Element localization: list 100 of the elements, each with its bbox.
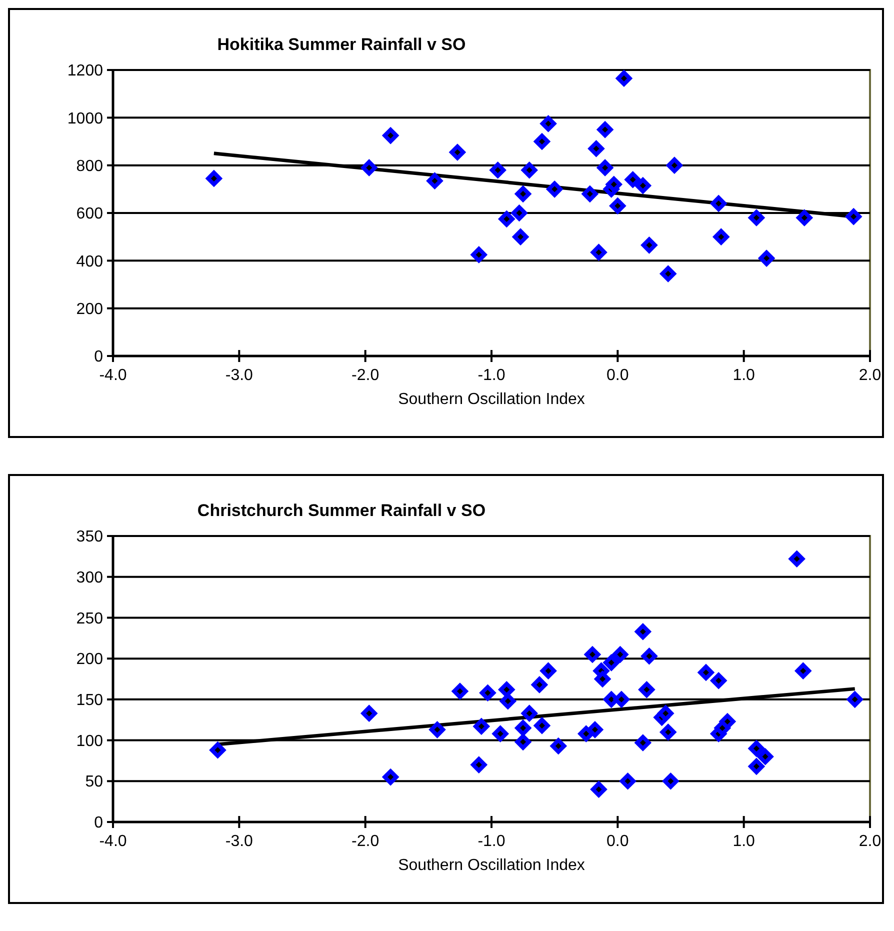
point: [584, 646, 602, 664]
point: [640, 236, 658, 254]
point: [748, 209, 766, 226]
x-tick-label: -1.0: [478, 833, 506, 850]
point: [710, 194, 728, 212]
y-tick-label: 1000: [67, 110, 104, 128]
point: [634, 622, 652, 640]
point: [602, 654, 620, 672]
point: [451, 682, 469, 700]
y-tick-label: 0: [94, 814, 104, 832]
point: [426, 172, 444, 190]
x-tick-label: -1.0: [478, 367, 506, 384]
point: [470, 246, 488, 264]
point: [756, 748, 774, 766]
point: [596, 159, 614, 176]
y-tick-label: 600: [76, 206, 104, 223]
point: [533, 716, 551, 734]
y-tick-label: 800: [76, 158, 104, 175]
point: [470, 756, 488, 774]
point: [514, 733, 532, 751]
point: [492, 725, 509, 742]
point: [788, 550, 806, 568]
y-tick-label: 50: [85, 774, 104, 791]
point: [540, 114, 557, 132]
point: [612, 646, 629, 664]
point: [846, 690, 864, 708]
x-axis-title: Southern Oscillation Index: [398, 391, 585, 408]
point: [530, 676, 548, 694]
x-tick-label: -3.0: [225, 833, 254, 850]
point: [666, 156, 684, 174]
point: [615, 70, 633, 87]
point: [550, 737, 568, 755]
point: [710, 672, 728, 690]
y-tick-label: 100: [76, 732, 104, 750]
point: [659, 723, 677, 741]
chart-title: Hokitika Summer Rainfall v SO: [217, 35, 466, 54]
x-tick-label: -2.0: [352, 367, 380, 384]
point: [718, 712, 736, 730]
point: [634, 176, 652, 194]
x-tick-label: -2.0: [352, 833, 380, 850]
point: [581, 185, 599, 203]
point: [796, 209, 814, 226]
y-tick-label: 150: [76, 692, 104, 710]
point: [758, 250, 776, 267]
point: [514, 719, 532, 737]
point: [624, 170, 642, 188]
point: [659, 265, 677, 282]
y-tick-label: 300: [76, 569, 104, 586]
x-tick-label: 2.0: [858, 833, 882, 850]
x-axis-title: Southern Oscillation Index: [398, 857, 585, 874]
y-tick-label: 1200: [67, 62, 104, 80]
point: [638, 680, 656, 698]
point: [382, 768, 400, 786]
point: [662, 772, 680, 790]
point: [590, 780, 608, 798]
y-tick-label: 250: [76, 610, 104, 628]
y-tick-label: 400: [76, 253, 104, 270]
point: [656, 704, 674, 722]
point: [588, 140, 605, 158]
point: [428, 721, 446, 738]
point: [748, 758, 766, 776]
point: [205, 170, 223, 188]
point: [794, 662, 812, 680]
point: [748, 740, 766, 758]
point: [479, 684, 496, 702]
x-tick-label: 2.0: [858, 367, 882, 384]
point: [634, 734, 652, 752]
point: [594, 670, 612, 688]
point: [609, 197, 626, 215]
point: [520, 704, 538, 722]
point: [498, 210, 516, 228]
point: [510, 204, 528, 222]
y-tick-label: 350: [76, 528, 104, 546]
x-tick-label: 0.0: [606, 367, 629, 384]
point: [590, 244, 608, 261]
point: [540, 662, 557, 680]
point: [209, 741, 226, 759]
point: [489, 161, 506, 179]
x-tick-label: 1.0: [732, 833, 756, 850]
point: [640, 647, 658, 665]
x-tick-label: 1.0: [732, 367, 756, 384]
point: [514, 185, 532, 203]
point: [360, 159, 378, 176]
point: [605, 176, 623, 194]
point: [712, 228, 730, 246]
point: [533, 132, 551, 150]
y-tick-label: 0: [94, 348, 104, 366]
point: [619, 772, 636, 790]
point: [448, 144, 466, 161]
point: [520, 161, 538, 179]
x-tick-label: -4.0: [99, 367, 127, 384]
point: [382, 126, 400, 144]
x-tick-label: -3.0: [225, 367, 254, 384]
point: [596, 120, 614, 138]
y-tick-label: 200: [76, 651, 104, 668]
point: [512, 228, 530, 246]
point: [697, 664, 715, 682]
point: [360, 704, 378, 722]
x-tick-label: 0.0: [606, 833, 629, 850]
point: [472, 718, 490, 736]
